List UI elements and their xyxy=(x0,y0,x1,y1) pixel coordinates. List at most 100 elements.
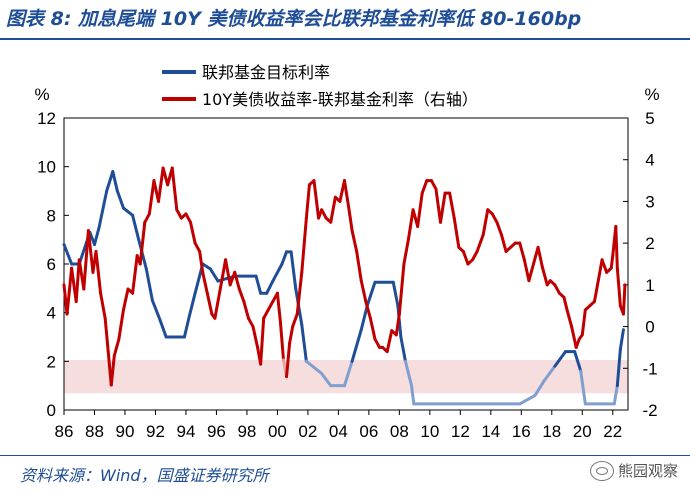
fed-line-segment xyxy=(300,323,308,363)
spread-line-segment xyxy=(291,312,299,329)
x-tick-label: 20 xyxy=(573,422,592,441)
fed-line-segment xyxy=(105,170,115,193)
spread-line-segment xyxy=(600,258,609,274)
x-tick-label: 14 xyxy=(481,422,500,441)
spread-line-segment xyxy=(518,241,526,262)
x-tick-label: 98 xyxy=(237,422,256,441)
spread-line-segment xyxy=(592,283,600,304)
x-tick-label: 10 xyxy=(420,422,439,441)
spread-line-segment xyxy=(147,179,156,216)
spread-line-segment xyxy=(553,283,561,295)
spread-line-segment xyxy=(580,308,587,337)
spread-line-segment xyxy=(471,249,479,262)
spread-line-segment xyxy=(131,254,139,295)
left-tick-label: 10 xyxy=(37,158,56,177)
spread-line-segment xyxy=(475,233,485,253)
spread-line-segment xyxy=(201,270,209,295)
fed-line-segment xyxy=(150,299,162,322)
x-tick-label: 94 xyxy=(176,422,195,441)
spread-line-segment xyxy=(300,216,308,274)
fed-line-segment xyxy=(121,206,135,217)
x-tick-label: 92 xyxy=(146,422,165,441)
spread-line-segment xyxy=(143,212,151,224)
spread-line-segment xyxy=(565,308,574,329)
x-tick-label: 04 xyxy=(329,422,348,441)
fed-line-segment xyxy=(533,379,546,397)
left-tick-label: 4 xyxy=(47,304,56,323)
fed-line-segment xyxy=(182,316,191,339)
spread-line-segment xyxy=(439,191,447,224)
spread-line-segment xyxy=(285,341,292,379)
spread-line-segment xyxy=(275,291,282,324)
spread-line-segment xyxy=(117,308,125,341)
spread-line-segment xyxy=(562,295,569,312)
fed-line-segment xyxy=(97,189,109,229)
fed-line-segment xyxy=(271,262,284,283)
fed-line-segment xyxy=(391,280,400,307)
spread-line-segment xyxy=(312,179,321,220)
fed-line-segment xyxy=(615,347,622,388)
spread-line-segment xyxy=(448,191,456,220)
fed-line-segment xyxy=(618,328,625,351)
spread-line-segment xyxy=(385,329,394,354)
right-tick-label: -2 xyxy=(642,401,657,420)
spread-line-segment xyxy=(614,224,619,270)
source-note: 资料来源：Wind，国盛证券研究所 xyxy=(20,466,269,485)
spread-line-segment xyxy=(373,337,382,349)
watermark-text: 熊园观察 xyxy=(617,462,678,480)
spread-line-segment xyxy=(420,179,429,195)
spread-line-segment xyxy=(233,270,241,291)
x-tick-label: 86 xyxy=(55,422,74,441)
spread-line-segment xyxy=(170,166,179,212)
fed-line-segment xyxy=(280,250,289,266)
fed-line-segment xyxy=(518,393,537,406)
spread-line-segment xyxy=(266,300,275,312)
fed-line-segment xyxy=(573,350,583,373)
x-tick-label: 18 xyxy=(542,422,561,441)
fed-line-segment xyxy=(365,280,377,307)
fed-line-segment xyxy=(542,364,557,383)
fed-line-segment xyxy=(289,250,298,290)
spread-line-segment xyxy=(295,270,304,316)
footer-rule xyxy=(0,455,690,456)
fed-line-segment xyxy=(320,372,333,388)
spread-line-segment xyxy=(596,258,604,287)
fed-line-segment xyxy=(350,328,363,363)
spread-line-segment xyxy=(193,241,202,253)
x-tick-label: 90 xyxy=(116,422,135,441)
chart-title: 图表 8: 加息尾端 10Y 美债收益率会比联邦基金利率低 80-160bp xyxy=(6,8,582,30)
spread-line-segment xyxy=(434,187,443,224)
wechat-logo-icon xyxy=(589,460,614,481)
x-tick-label: 06 xyxy=(359,422,378,441)
spread-line-segment xyxy=(320,208,328,220)
fed-line-segment xyxy=(187,291,197,320)
spread-line-segment xyxy=(246,316,255,329)
spread-line-segment xyxy=(242,300,250,320)
spread-line-segment xyxy=(615,266,622,308)
fed-line-segment xyxy=(62,243,74,266)
x-tick-label: 88 xyxy=(85,422,104,441)
right-tick-label: 2 xyxy=(645,234,654,253)
left-tick-label: 6 xyxy=(47,255,56,274)
spread-line-segment xyxy=(541,266,549,287)
fed-line-segment xyxy=(579,369,587,406)
spread-line-segment xyxy=(237,287,246,304)
left-tick-label: 2 xyxy=(47,352,56,371)
legend: 联邦基金目标利率 10Y美债收益率-联邦基金利率（右轴） xyxy=(162,63,478,109)
spread-line-segment xyxy=(495,220,503,237)
spread-line-segment xyxy=(461,249,470,266)
fed-line-segment xyxy=(342,359,354,388)
spread-line-segment xyxy=(364,300,372,320)
left-tick-label: 0 xyxy=(47,401,56,420)
fed-line-segment xyxy=(265,279,275,295)
fed-line-segment xyxy=(612,384,619,406)
spread-line-segment xyxy=(175,208,183,220)
spread-line-segment xyxy=(86,229,95,274)
right-tick-label: 1 xyxy=(645,276,654,295)
spread-line-segment xyxy=(224,258,232,287)
fed-line-segment xyxy=(304,359,324,375)
series-layer xyxy=(62,166,627,406)
x-tick-label: 00 xyxy=(268,422,287,441)
x-tick-label: 02 xyxy=(298,422,317,441)
